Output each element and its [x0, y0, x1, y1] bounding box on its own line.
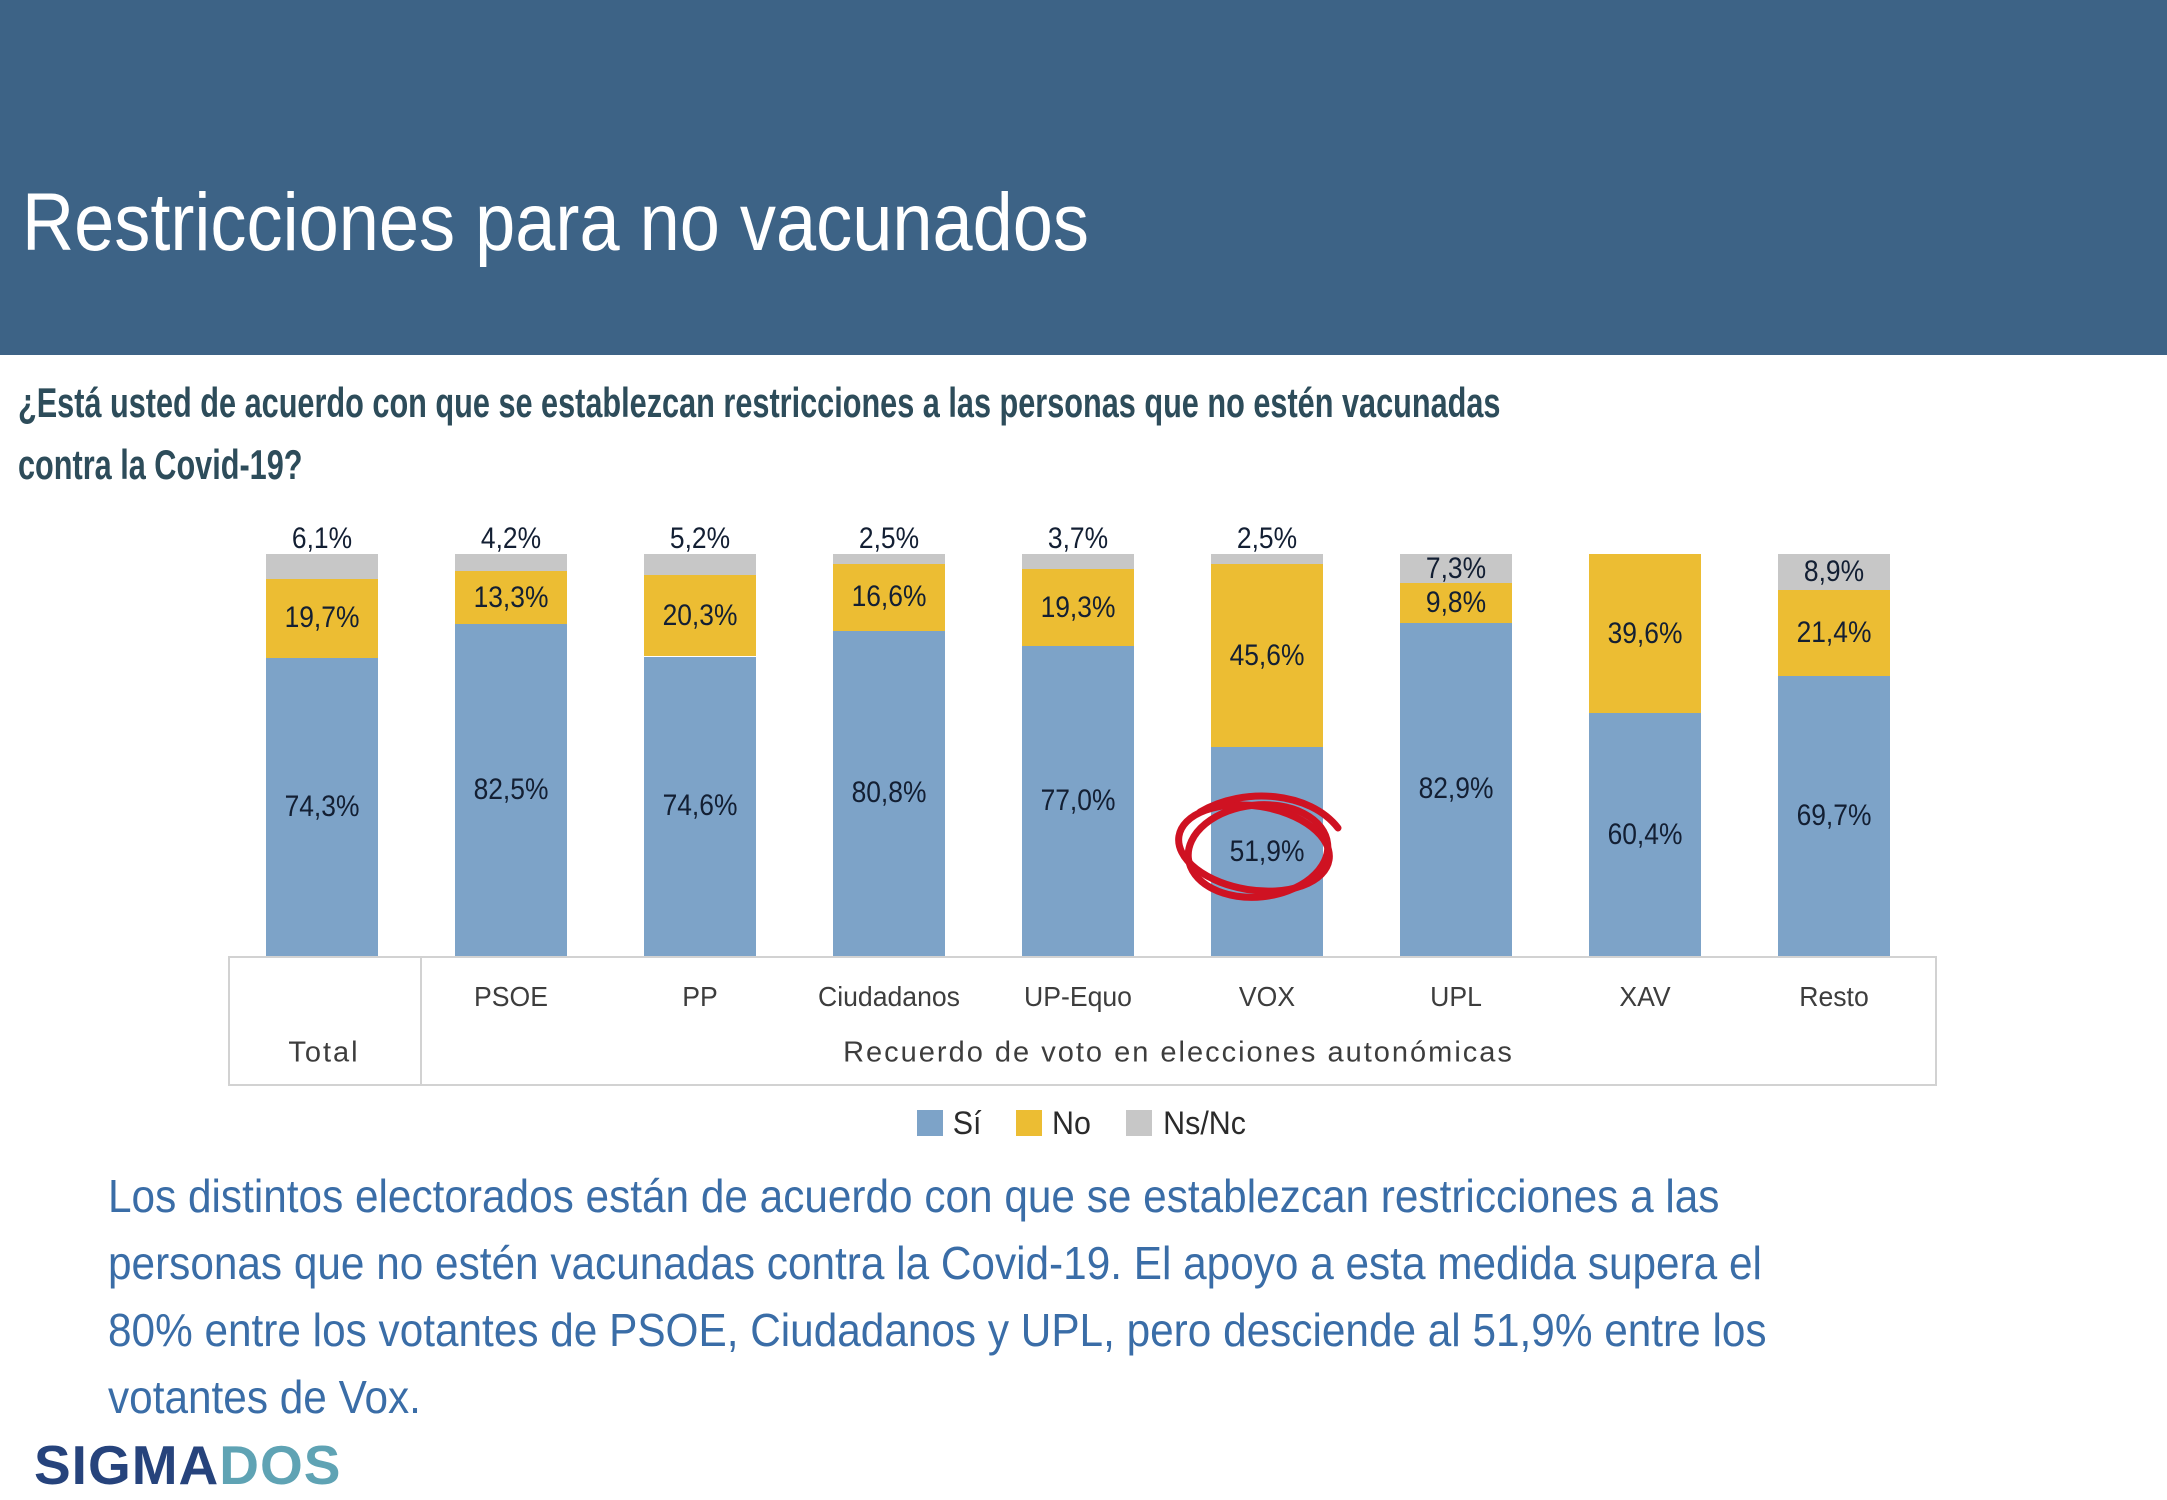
- data-label-PSOE-Ns/Nc: 4,2%: [480, 522, 542, 555]
- legend-label-nsnc: Ns/Nc: [1163, 1104, 1246, 1141]
- bar-segment-Total-Sí: [266, 657, 378, 957]
- logo-sigma: SIGMA: [34, 1434, 220, 1496]
- bar-segment-VOX-Ns/Nc: [1211, 554, 1323, 565]
- bar-segment-XAV-Sí: [1589, 713, 1701, 956]
- data-label-VOX-No: 45,6%: [1229, 638, 1305, 672]
- bar-segment-Resto-No: [1778, 589, 1890, 676]
- data-label-UP-Equo-Sí: 77,0%: [1040, 784, 1116, 818]
- x-axis-label-Resto: Resto: [1799, 981, 1869, 1012]
- data-label-Ciudadanos-Ns/Nc: 2,5%: [858, 522, 920, 555]
- bar-segment-Ciudadanos-Ns/Nc: [833, 554, 945, 565]
- x-axis-label-UP-Equo: UP-Equo: [1024, 981, 1132, 1012]
- bar-segment-VOX-No: [1211, 564, 1323, 748]
- summary-line-2: personas que no estén vacunadas contra l…: [108, 1237, 1762, 1289]
- data-label-Total-Ns/Nc: 6,1%: [291, 522, 353, 555]
- x-axis-label-PSOE: PSOE: [474, 981, 548, 1012]
- data-label-UPL-Ns/Nc: 7,3%: [1425, 551, 1487, 585]
- data-label-Ciudadanos-No: 16,6%: [851, 580, 927, 614]
- bar-segment-PP-Sí: [644, 656, 756, 957]
- legend-item-no: No: [1016, 1105, 1092, 1142]
- bar-segment-PSOE-Ns/Nc: [455, 554, 567, 571]
- legend-label-no: No: [1052, 1104, 1091, 1141]
- data-label-VOX-Ns/Nc: 2,5%: [1236, 522, 1298, 555]
- bar-segment-UPL-Sí: [1400, 622, 1512, 956]
- header-band: [0, 0, 2167, 355]
- sigmados-logo: SIGMADOS: [34, 1433, 341, 1497]
- bar-segment-Total-No: [266, 578, 378, 658]
- x-axis-label-XAV: XAV: [1619, 981, 1671, 1012]
- data-label-Total-Sí: 74,3%: [284, 790, 360, 824]
- bar-segment-Resto-Ns/Nc: [1778, 554, 1890, 590]
- data-label-PSOE-Sí: 82,5%: [473, 773, 549, 807]
- x-axis-label-UPL: UPL: [1430, 981, 1482, 1012]
- x-axis-divider: [420, 956, 422, 1086]
- chart-legend: Sí No Ns/Nc: [228, 1103, 1937, 1143]
- survey-question: ¿Está usted de acuerdo con que se establ…: [18, 372, 1551, 496]
- x-axis-label-Ciudadanos: Ciudadanos: [818, 981, 960, 1012]
- bar-segment-XAV-No: [1589, 554, 1701, 714]
- data-label-PP-No: 20,3%: [662, 598, 738, 632]
- legend-swatch-nsnc-icon: [1126, 1110, 1153, 1136]
- bar-segment-UPL-No: [1400, 583, 1512, 623]
- data-label-UPL-Sí: 82,9%: [1418, 772, 1494, 806]
- survey-question-line1: ¿Está usted de acuerdo con que se establ…: [18, 379, 1501, 426]
- bar-segment-UP-Equo-Sí: [1022, 646, 1134, 956]
- data-label-Resto-Sí: 69,7%: [1796, 798, 1872, 832]
- bar-segment-Ciudadanos-No: [833, 564, 945, 631]
- bar-segment-Total-Ns/Nc: [266, 554, 378, 579]
- data-label-UP-Equo-Ns/Nc: 3,7%: [1047, 522, 1109, 555]
- x-axis-label-PP: PP: [682, 981, 718, 1012]
- legend-swatch-no-icon: [1016, 1110, 1043, 1136]
- bar-segment-PP-No: [644, 574, 756, 657]
- x-axis-table: [228, 956, 1937, 1086]
- bar-segment-UP-Equo-No: [1022, 568, 1134, 647]
- x-axis-label-VOX: VOX: [1238, 981, 1296, 1012]
- bar-segment-Ciudadanos-Sí: [833, 630, 945, 956]
- data-label-Total-No: 19,7%: [284, 601, 360, 635]
- data-label-XAV-Sí: 60,4%: [1607, 817, 1683, 851]
- bar-segment-UP-Equo-Ns/Nc: [1022, 554, 1134, 569]
- legend-item-si: Sí: [916, 1104, 982, 1142]
- bar-segment-PP-Ns/Nc: [644, 554, 756, 575]
- data-label-VOX-Sí: 51,9%: [1229, 834, 1305, 868]
- data-label-UPL-No: 9,8%: [1425, 586, 1487, 620]
- summary-line-3: 80% entre los votantes de PSOE, Ciudadan…: [108, 1304, 1767, 1356]
- data-label-UP-Equo-No: 19,3%: [1040, 590, 1116, 624]
- survey-question-line2: contra la Covid-19?: [18, 441, 303, 488]
- data-label-Resto-No: 21,4%: [1796, 615, 1872, 649]
- x-axis-total-cell: Total: [288, 1036, 360, 1069]
- legend-swatch-si-icon: [916, 1110, 943, 1136]
- summary-line-4: votantes de Vox.: [108, 1371, 421, 1423]
- data-label-PP-Ns/Nc: 5,2%: [669, 522, 731, 555]
- legend-item-nsnc: Ns/Nc: [1126, 1105, 1248, 1142]
- data-label-PSOE-No: 13,3%: [473, 580, 549, 614]
- data-label-PP-Sí: 74,6%: [662, 789, 738, 823]
- bar-segment-PSOE-No: [455, 570, 567, 625]
- data-label-XAV-No: 39,6%: [1607, 616, 1683, 650]
- legend-label-si: Sí: [952, 1104, 982, 1141]
- page-title: Restricciones para no vacunados: [22, 177, 1089, 268]
- bar-segment-PSOE-Sí: [455, 624, 567, 956]
- x-axis-recall-cell: Recuerdo de voto en elecciones autonómic…: [843, 1036, 1514, 1069]
- bar-segment-Resto-Sí: [1778, 675, 1890, 956]
- summary-paragraph: Los distintos electorados están de acuer…: [108, 1163, 1767, 1431]
- data-label-Ciudadanos-Sí: 80,8%: [851, 776, 927, 810]
- logo-dos: DOS: [219, 1434, 342, 1496]
- summary-line-1: Los distintos electorados están de acuer…: [108, 1170, 1720, 1222]
- data-label-Resto-Ns/Nc: 8,9%: [1803, 554, 1865, 588]
- bar-segment-UPL-Ns/Nc: [1400, 554, 1512, 584]
